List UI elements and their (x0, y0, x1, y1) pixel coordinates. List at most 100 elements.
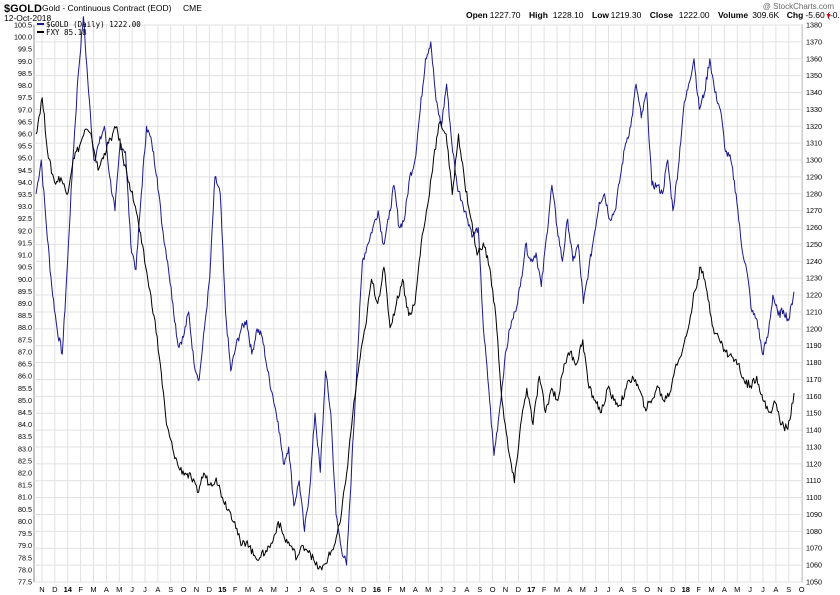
left-tick-label: 96.5 (18, 117, 32, 126)
left-tick-label: 98.5 (18, 69, 32, 78)
left-tick-label: 84.5 (18, 408, 32, 417)
right-tick-label: 1370 (806, 37, 822, 46)
x-tick-label: D (52, 585, 58, 594)
right-tick-label: 1110 (806, 476, 821, 485)
x-tick-label: A (567, 585, 572, 594)
right-tick-label: 1100 (806, 493, 821, 502)
right-tick-label: 1380 (806, 21, 822, 30)
x-tick-label: A (310, 585, 315, 594)
left-tick-label: 90.5 (18, 263, 32, 272)
left-tick-label: 78.0 (18, 565, 32, 574)
x-tick-label: 17 (527, 585, 535, 594)
x-tick-label: A (464, 585, 469, 594)
left-tick-label: 91.5 (18, 238, 32, 247)
legend-swatch-gold (37, 23, 44, 25)
right-tick-label: 1270 (806, 206, 822, 215)
left-tick-label: 100.0 (14, 33, 32, 42)
chart-header: $GOLD Gold - Continuous Contract (EOD) C… (4, 2, 840, 23)
left-tick-label: 99.5 (18, 45, 32, 54)
left-tick-label: 89.5 (18, 287, 32, 296)
series-lines (35, 16, 795, 571)
quote-label: Close (650, 10, 673, 20)
left-tick-label: 84.0 (18, 420, 32, 429)
quote-row: Open 1227.70 High 1228.10 Low 1219.30 Close 122… (466, 10, 840, 20)
x-tick-label: O (799, 585, 805, 594)
left-tick-label: 94.5 (18, 166, 32, 175)
quote-value: 309.6K (752, 10, 779, 20)
left-axis: 77.5 78.0 78.5 79.0 79.5 80.0 80.5 81.0 81.5 82.0… (14, 21, 32, 587)
right-tick-label: 1090 (806, 510, 822, 519)
left-tick-label: 91.0 (18, 251, 32, 260)
left-tick-label: 100.5 (14, 21, 32, 30)
x-tick-label: M (116, 585, 122, 594)
left-tick-label: 98.0 (18, 81, 32, 90)
x-tick-label: A (155, 585, 160, 594)
x-tick-label: 18 (682, 585, 690, 594)
chart-date: 12-Oct-2018 (4, 13, 52, 23)
right-tick-label: 1080 (806, 527, 822, 536)
left-tick-label: 77.5 (18, 578, 32, 587)
right-tick-label: 1170 (806, 375, 821, 384)
x-tick-label: M (271, 585, 277, 594)
x-tick-label: S (477, 585, 482, 594)
left-tick-label: 95.5 (18, 142, 32, 151)
left-tick-label: 90.0 (18, 275, 32, 284)
left-tick-label: 80.0 (18, 517, 32, 526)
right-tick-label: 1180 (806, 358, 821, 367)
x-tick-label: 14 (64, 585, 73, 594)
x-tick-label: M (734, 585, 740, 594)
legend-gold: $GOLD (Daily) 1222.00 (46, 20, 141, 29)
x-tick-label: 15 (218, 585, 226, 594)
x-tick-label: J (298, 585, 302, 594)
right-tick-label: 1330 (806, 105, 822, 114)
exchange-label: CME (183, 3, 202, 13)
left-tick-label: 88.0 (18, 323, 32, 332)
left-tick-label: 79.5 (18, 529, 32, 538)
right-tick-label: 1160 (806, 392, 821, 401)
x-tick-label: O (644, 585, 650, 594)
x-tick-label: F (387, 585, 392, 594)
left-tick-label: 79.0 (18, 541, 32, 550)
legend: $GOLD (Daily) 1222.00 FXY 85.18 (37, 20, 141, 37)
right-tick-label: 1130 (806, 442, 821, 451)
left-tick-label: 92.5 (18, 214, 32, 223)
quote-value: -5.60 (-0.46%) (805, 10, 840, 20)
x-tick-label: A (773, 585, 778, 594)
left-tick-label: 97.5 (18, 93, 32, 102)
right-tick-label: 1050 (806, 578, 822, 587)
x-tick-label: F (696, 585, 701, 594)
x-tick-label: J (607, 585, 611, 594)
x-tick-label: O (490, 585, 496, 594)
left-tick-label: 82.5 (18, 456, 32, 465)
x-tick-label: N (348, 585, 353, 594)
left-tick-label: 83.5 (18, 432, 32, 441)
left-tick-label: 87.5 (18, 335, 32, 344)
quote-label: Chg (787, 10, 804, 20)
right-tick-label: 1220 (806, 291, 822, 300)
x-tick-label: O (335, 585, 341, 594)
left-tick-label: 86.0 (18, 372, 32, 381)
right-tick-label: 1320 (806, 122, 822, 131)
left-tick-label: 94.0 (18, 178, 32, 187)
quote-label: Volume (718, 10, 748, 20)
x-tick-label: F (233, 585, 238, 594)
x-tick-label: N (503, 585, 508, 594)
x-tick-label: S (168, 585, 173, 594)
quote-value: 1222.00 (679, 10, 710, 20)
left-tick-label: 78.5 (18, 553, 32, 562)
x-tick-label: N (657, 585, 662, 594)
right-tick-label: 1280 (806, 189, 822, 198)
left-tick-label: 93.0 (18, 202, 32, 211)
x-tick-label: M (245, 585, 251, 594)
symbol-title: $GOLD (4, 3, 42, 15)
x-tick-label: J (761, 585, 765, 594)
left-tick-label: 95.0 (18, 154, 32, 163)
x-tick-label: S (323, 585, 328, 594)
x-tick-label: N (39, 585, 44, 594)
quote-label: Low (592, 10, 609, 20)
x-tick-label: F (78, 585, 83, 594)
x-tick-label: D (361, 585, 367, 594)
right-tick-label: 1260 (806, 223, 822, 232)
left-tick-label: 87.0 (18, 347, 32, 356)
